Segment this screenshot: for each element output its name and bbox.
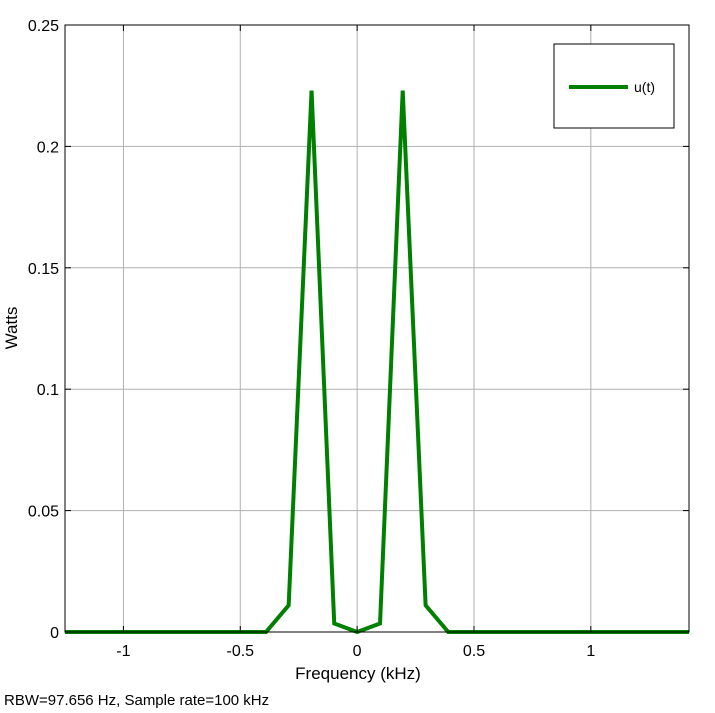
x-tick-label: 1 xyxy=(586,643,595,660)
x-tick-label: -0.5 xyxy=(226,643,254,660)
y-tick-label: 0 xyxy=(50,625,59,642)
x-tick-label: -1 xyxy=(116,643,130,660)
legend-label: u(t) xyxy=(634,79,655,95)
y-tick-label: 0.25 xyxy=(28,18,59,35)
ticks: -1 -0.5 0 0.5 1 0 0.05 0.1 0.15 0.2 0.25 xyxy=(28,18,689,660)
x-axis-label: Frequency (kHz) xyxy=(295,664,421,683)
footer-info: RBW=97.656 Hz, Sample rate=100 kHz xyxy=(4,692,270,709)
y-tick-label: 0.2 xyxy=(37,139,59,156)
y-tick-label: 0.05 xyxy=(28,504,59,521)
plot-frame xyxy=(64,24,690,633)
y-tick-label: 0.1 xyxy=(37,382,59,399)
y-tick-label: 0.15 xyxy=(28,261,59,278)
y-axis-label: Watts xyxy=(2,307,21,350)
x-tick-label: 0 xyxy=(353,643,362,660)
x-tick-label: 0.5 xyxy=(463,643,485,660)
legend: u(t) xyxy=(553,43,675,129)
